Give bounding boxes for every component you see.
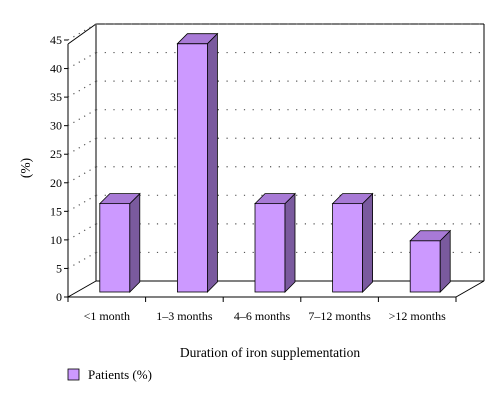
gridline-side: [67, 80, 97, 98]
bar-front: [176, 43, 208, 293]
x-tick-label: 4–6 months: [234, 309, 291, 323]
gridline-side: [67, 166, 97, 184]
bar: [409, 229, 452, 293]
bar-top: [331, 193, 374, 205]
bar-top: [409, 230, 452, 242]
gridline-side: [67, 194, 97, 212]
x-tick-label: <1 month: [84, 309, 130, 323]
gridline-side: [67, 109, 97, 127]
gridline-side: [67, 223, 97, 241]
y-tick-label: 40: [50, 62, 62, 76]
bar-front: [254, 203, 286, 293]
y-tick-label: 25: [50, 147, 62, 161]
bar: [176, 32, 219, 293]
bar-side: [129, 192, 141, 293]
gridline-side: [67, 52, 97, 70]
y-tick-label: 20: [50, 176, 62, 190]
bar-front: [332, 203, 364, 293]
bar-side: [284, 192, 296, 293]
bar-front: [409, 240, 441, 293]
legend-label: Patients (%): [88, 367, 152, 382]
y-tick-label: 5: [56, 261, 62, 275]
right-floor-connector: [455, 280, 485, 298]
x-tick-label: 7–12 months: [308, 309, 371, 323]
y-tick-label: 45: [50, 33, 62, 47]
gridline-side: [67, 137, 97, 155]
y-tick-label: 15: [50, 204, 62, 218]
x-axis: <1 month 1–3 months 4–6 months 7–12 months >…: [67, 297, 457, 323]
x-tick-label: >12 months: [389, 309, 446, 323]
bar-top: [254, 193, 296, 205]
y-tick-label: 35: [50, 90, 62, 104]
bar-side: [362, 192, 374, 293]
y-tick-label: 10: [50, 233, 62, 247]
bars: [98, 32, 452, 293]
left-floor-connector: [67, 280, 97, 298]
x-tick-label: 1–3 months: [156, 309, 213, 323]
bar: [254, 192, 296, 293]
gridline-side: [67, 251, 97, 269]
y-tick-label: 0: [56, 290, 62, 304]
bar: [331, 192, 374, 293]
y-axis: 0 5 10 15 20 25 30 35 40 45: [50, 33, 68, 304]
bar: [98, 192, 141, 293]
y-axis-title: (%): [18, 158, 33, 178]
left-top-connector: [67, 23, 97, 45]
bar-side: [206, 32, 218, 293]
bar-top: [98, 193, 141, 205]
bar-front: [99, 203, 131, 293]
bar-top: [176, 33, 219, 45]
y-tick-label: 30: [50, 119, 62, 133]
x-axis-title: Duration of iron supplementation: [180, 345, 361, 360]
legend-swatch: [67, 368, 80, 381]
legend: Patients (%): [67, 367, 152, 382]
bar-side: [439, 229, 451, 293]
